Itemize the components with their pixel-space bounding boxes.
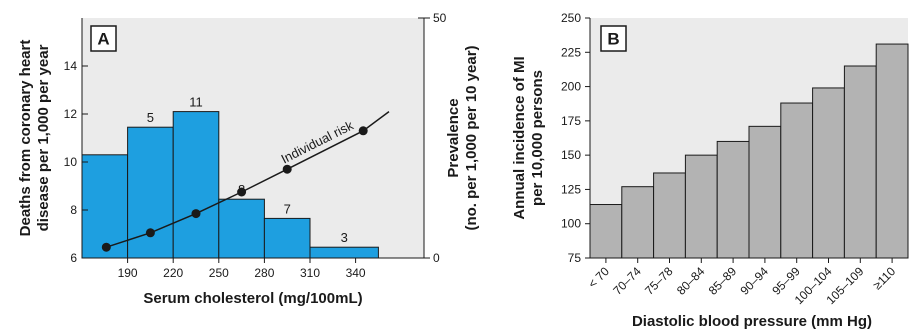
panel-b-y-tick-label-3: 150 xyxy=(561,148,581,162)
panel-a: 511873 Individual risk 19022025028031034… xyxy=(17,11,480,307)
panel-b-y-tick-label-4: 175 xyxy=(561,114,581,128)
panel-b-y-tick-label-6: 225 xyxy=(561,45,581,59)
panel-b-bar-9 xyxy=(875,43,909,259)
panel-b-bar-2 xyxy=(653,172,686,259)
individual-risk-point-2 xyxy=(191,209,201,219)
panel-a-bar-5 xyxy=(309,246,379,259)
panel-b-x-axis-title: Diastolic blood pressure (mm Hg) xyxy=(632,313,872,330)
panel-a-x-tick-label-3: 280 xyxy=(254,266,274,280)
panel-a-left-y-tick-label-1: 8 xyxy=(70,203,77,217)
individual-risk-point-3 xyxy=(237,187,247,197)
panel-a-left-y-tick-label-3: 12 xyxy=(64,107,78,121)
panel-b-letter: B xyxy=(607,30,619,49)
panel-a-left-y-tick-label-0: 6 xyxy=(70,251,77,265)
panel-a-right-y-ticks: 0 50 xyxy=(418,11,447,265)
panel-a-bars xyxy=(81,111,379,259)
panel-b-bar-8 xyxy=(843,65,877,259)
panel-b-x-tick-label-4: 85–89 xyxy=(706,264,740,298)
panel-a-right-y-title-line2: (no. per 1,000 per 10 year) xyxy=(463,45,480,230)
panel-a-x-axis-title: Serum cholesterol (mg/100mL) xyxy=(143,290,362,307)
panel-b-y-ticks: 75 100 125 150 175 200 225 250 xyxy=(561,11,590,265)
panel-b-x-ticks: < 7070–7475–7880–8485–8990–9495–99100–10… xyxy=(585,258,898,307)
panel-b-y-tick-label-7: 250 xyxy=(561,11,581,25)
individual-risk-point-0 xyxy=(101,242,111,252)
panel-a-left-y-ticks: 6 8 10 12 14 xyxy=(64,59,88,265)
panel-a-letter: A xyxy=(97,30,109,49)
panel-b-bars xyxy=(589,43,909,259)
panel-b-x-tick-label-1: 70–74 xyxy=(610,264,644,298)
panel-b-bar-3 xyxy=(684,154,718,259)
panel-a-left-y-tick-label-2: 10 xyxy=(64,155,78,169)
panel-b-bar-6 xyxy=(780,102,814,259)
panel-a-bar-label-1: 5 xyxy=(147,110,154,125)
panel-a-x-tick-label-4: 310 xyxy=(300,266,320,280)
panel-a-right-y-tick-label-1: 50 xyxy=(433,11,447,25)
panel-a-left-y-tick-label-4: 14 xyxy=(64,59,78,73)
panel-b-letter-box: B xyxy=(600,25,627,52)
panel-b-y-tick-label-2: 125 xyxy=(561,182,581,196)
panel-b-bar-0 xyxy=(589,204,623,259)
panel-a-bar-0 xyxy=(81,154,129,259)
individual-risk-point-5 xyxy=(358,126,368,136)
panel-b-x-tick-label-2: 75–78 xyxy=(642,264,676,298)
panel-a-x-tick-label-2: 250 xyxy=(209,266,229,280)
panel-b: 75 100 125 150 175 200 225 250 < 7070–7475–7880… xyxy=(511,11,909,330)
panel-a-bar-label-4: 7 xyxy=(284,201,291,216)
panel-b-y-title-line2: per 10,000 persons xyxy=(529,70,546,206)
panel-b-x-tick-label-3: 80–84 xyxy=(674,264,708,298)
panel-a-bar-4 xyxy=(263,217,311,259)
panel-a-x-tick-label-0: 190 xyxy=(118,266,138,280)
panel-a-bar-label-2: 11 xyxy=(189,95,203,110)
panel-a-left-y-title-line2: disease per 1,000 per year xyxy=(35,44,52,231)
panel-b-bar-4 xyxy=(716,140,750,259)
panel-a-left-y-title-line1: Deaths from coronary heart xyxy=(17,40,34,237)
panel-b-bar-7 xyxy=(812,87,845,259)
individual-risk-point-1 xyxy=(145,228,155,238)
panel-a-letter-box: A xyxy=(90,25,117,52)
panel-a-right-y-title-line1: Prevalence xyxy=(445,98,462,177)
panel-a-bar-label-5: 3 xyxy=(341,230,348,245)
panel-b-bar-5 xyxy=(748,125,782,259)
panel-a-x-ticks: 190 220 250 280 310 340 xyxy=(118,258,366,280)
panel-a-x-tick-label-5: 340 xyxy=(346,266,366,280)
panel-a-bar-2 xyxy=(172,111,220,259)
panel-b-x-tick-label-9: ≥110 xyxy=(870,264,898,292)
panel-b-y-tick-label-5: 200 xyxy=(561,80,581,94)
individual-risk-points xyxy=(101,126,368,252)
panel-b-y-tick-label-0: 75 xyxy=(568,251,582,265)
individual-risk-point-4 xyxy=(282,164,292,174)
panel-b-bar-1 xyxy=(621,186,655,259)
panel-b-x-tick-label-0: < 70 xyxy=(585,264,612,291)
panel-b-x-tick-label-5: 90–94 xyxy=(738,264,772,298)
panel-a-bar-3 xyxy=(218,198,265,259)
panel-b-y-tick-label-1: 100 xyxy=(561,217,581,231)
panel-b-y-title-line1: Annual incidence of MI xyxy=(511,56,528,219)
panel-a-x-tick-label-1: 220 xyxy=(163,266,183,280)
panel-a-right-y-tick-label-0: 0 xyxy=(433,251,440,265)
